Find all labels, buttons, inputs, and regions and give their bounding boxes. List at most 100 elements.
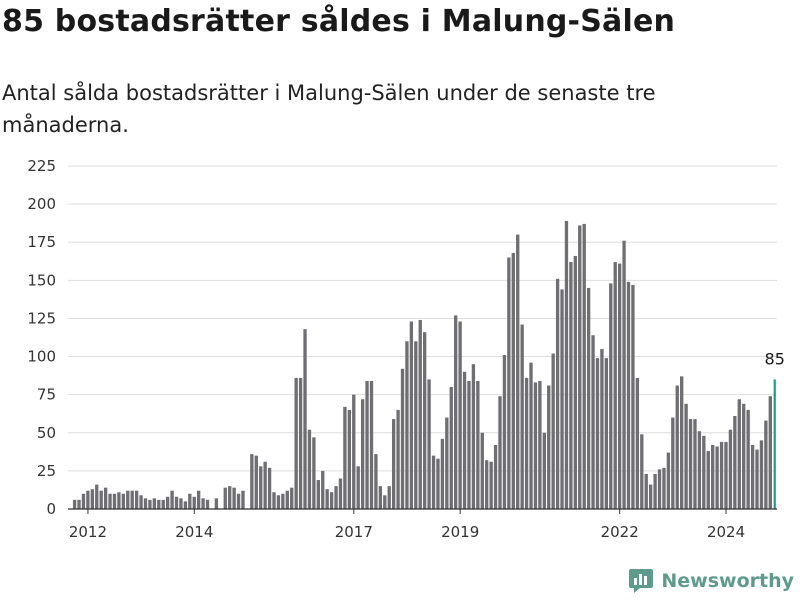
bar	[445, 417, 449, 509]
bar	[462, 371, 467, 509]
bar	[498, 396, 502, 509]
bar	[480, 432, 484, 509]
bar	[161, 499, 165, 509]
bar	[524, 377, 529, 509]
bar	[511, 252, 515, 510]
bar	[569, 262, 573, 509]
bar	[573, 255, 577, 509]
bar	[542, 432, 546, 509]
bar	[396, 409, 400, 509]
bar	[121, 493, 126, 509]
brand-name: Newsworthy	[661, 570, 794, 592]
bar	[343, 406, 347, 509]
bar	[179, 498, 183, 509]
bar	[356, 466, 360, 509]
bar	[334, 486, 338, 509]
x-tick-label: 2014	[175, 523, 213, 541]
bar	[719, 441, 724, 509]
y-tick-label: 50	[37, 424, 56, 442]
bar	[99, 490, 103, 509]
bar	[431, 455, 436, 509]
bar	[418, 319, 422, 509]
bar	[108, 493, 112, 509]
latest-value-label: 85	[765, 349, 785, 368]
bar	[298, 377, 303, 509]
bar	[502, 355, 507, 509]
bar	[635, 377, 640, 509]
bar	[143, 498, 148, 509]
bar	[737, 399, 741, 509]
bar	[724, 441, 728, 509]
y-tick-label: 0	[46, 500, 56, 518]
bar	[174, 496, 179, 509]
bar	[134, 490, 139, 509]
bar	[391, 419, 396, 509]
bar	[688, 419, 693, 509]
bar	[272, 492, 276, 509]
bar	[582, 223, 586, 509]
bar	[560, 289, 564, 509]
bar	[671, 417, 675, 509]
bar	[312, 437, 316, 509]
bar	[223, 487, 227, 509]
bar	[485, 460, 489, 509]
bar	[662, 467, 666, 509]
bars-layer	[72, 220, 776, 510]
y-tick-label: 75	[37, 386, 56, 404]
bar	[768, 396, 772, 509]
bar	[276, 495, 281, 509]
bar	[81, 493, 86, 509]
bar	[214, 498, 219, 509]
bar	[631, 284, 635, 509]
bar	[285, 490, 289, 509]
brand-logo: Newsworthy	[628, 568, 794, 594]
page-title: 85 bostadsrätter såldes i Malung-Sälen	[2, 4, 676, 39]
bar	[294, 377, 298, 509]
bar	[746, 409, 750, 509]
bar	[551, 353, 555, 509]
bar	[205, 499, 210, 509]
bar-latest	[773, 379, 776, 509]
bar	[578, 225, 582, 509]
bar	[529, 362, 533, 509]
bar	[564, 220, 569, 509]
y-tick-label: 150	[27, 271, 56, 289]
bar	[653, 473, 657, 509]
bar	[702, 435, 706, 509]
bar	[609, 283, 613, 509]
bar	[267, 467, 272, 509]
bar	[423, 332, 427, 509]
bar	[764, 420, 768, 509]
bar	[680, 376, 684, 509]
bar	[706, 451, 710, 509]
bar	[192, 496, 196, 509]
bar	[338, 478, 343, 509]
bar	[165, 496, 170, 509]
bar	[112, 493, 117, 509]
bar	[321, 470, 325, 509]
newsworthy-logo-icon	[629, 569, 654, 593]
bar	[533, 382, 538, 509]
bar	[697, 431, 702, 509]
x-tick-label: 2019	[441, 523, 479, 541]
y-tick-label: 225	[27, 157, 56, 175]
bar	[547, 385, 551, 509]
page-subtitle: Antal sålda bostadsrätter i Malung-Sälen…	[2, 81, 656, 137]
bar	[188, 493, 192, 509]
bar	[742, 403, 746, 509]
bar	[471, 364, 476, 509]
bar	[458, 321, 462, 509]
bar	[383, 495, 387, 509]
grid-layer	[68, 165, 777, 472]
bar	[183, 501, 188, 509]
bar	[290, 487, 294, 509]
bar	[86, 490, 90, 509]
bar	[409, 321, 414, 509]
bar	[711, 444, 715, 509]
bar	[307, 429, 312, 509]
y-tick-label: 100	[27, 348, 56, 366]
x-tick-label: 2012	[69, 523, 107, 541]
bar	[232, 487, 236, 509]
bar	[586, 287, 591, 509]
